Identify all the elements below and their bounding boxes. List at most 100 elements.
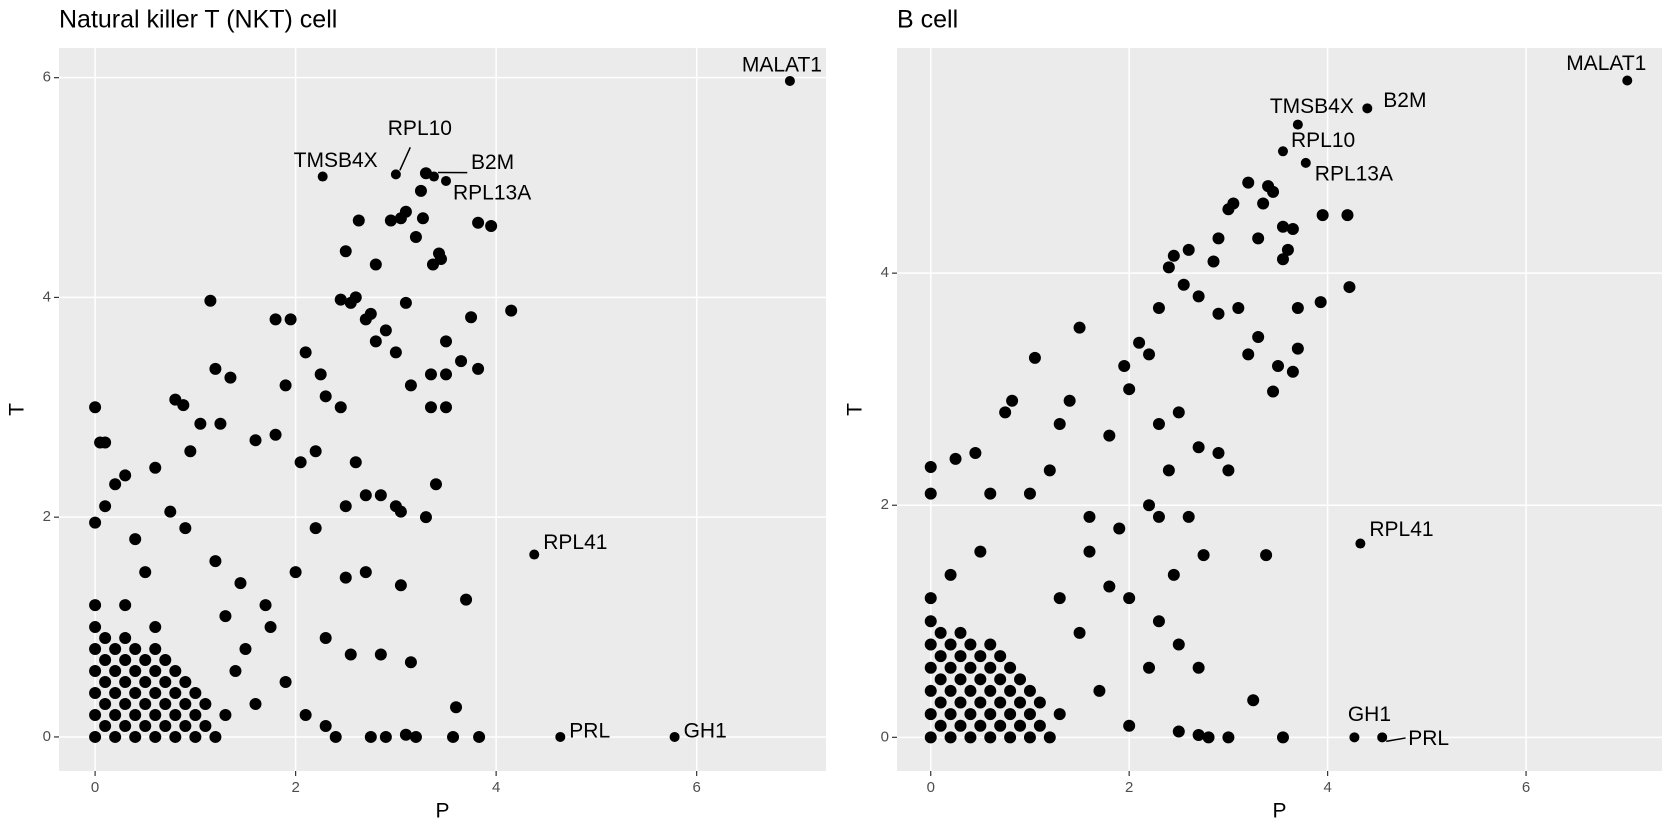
point bbox=[369, 335, 382, 348]
point bbox=[352, 214, 365, 227]
point bbox=[364, 730, 377, 743]
point bbox=[1143, 348, 1156, 361]
point bbox=[1316, 209, 1329, 222]
point bbox=[1291, 342, 1304, 355]
labeled-point bbox=[1277, 146, 1288, 157]
point bbox=[1004, 731, 1017, 744]
point bbox=[394, 505, 407, 518]
point bbox=[119, 469, 132, 482]
point bbox=[259, 599, 272, 612]
point bbox=[1267, 185, 1280, 198]
point bbox=[964, 638, 977, 651]
point bbox=[224, 371, 237, 384]
point bbox=[954, 696, 967, 709]
point bbox=[994, 696, 1007, 709]
point bbox=[1232, 301, 1245, 314]
point bbox=[99, 500, 112, 513]
x-tick-label: 2 bbox=[291, 779, 299, 796]
point bbox=[1113, 522, 1126, 535]
point bbox=[447, 730, 460, 743]
point bbox=[1152, 510, 1165, 523]
point bbox=[1172, 725, 1185, 738]
point bbox=[924, 592, 937, 605]
point bbox=[472, 216, 485, 229]
point bbox=[954, 719, 967, 732]
point bbox=[974, 545, 987, 558]
point bbox=[1202, 731, 1215, 744]
point bbox=[329, 730, 342, 743]
point bbox=[505, 304, 518, 317]
point bbox=[349, 456, 362, 469]
point bbox=[465, 311, 478, 324]
point bbox=[89, 665, 102, 678]
point bbox=[149, 686, 162, 699]
labeled-point bbox=[441, 175, 452, 186]
point bbox=[934, 650, 947, 663]
point bbox=[89, 401, 102, 414]
point bbox=[89, 686, 102, 699]
point bbox=[189, 686, 202, 699]
point bbox=[404, 379, 417, 392]
point bbox=[1014, 719, 1027, 732]
point bbox=[1182, 510, 1195, 523]
point bbox=[934, 719, 947, 732]
point bbox=[299, 346, 312, 359]
point bbox=[1152, 615, 1165, 628]
point bbox=[334, 401, 347, 414]
point bbox=[1118, 359, 1131, 372]
point bbox=[984, 638, 997, 651]
point bbox=[129, 643, 142, 656]
point bbox=[1033, 719, 1046, 732]
point bbox=[99, 436, 112, 449]
labeled-point bbox=[784, 75, 795, 86]
point bbox=[414, 184, 427, 197]
point-label: GH1 bbox=[1348, 703, 1391, 726]
point bbox=[269, 313, 282, 326]
point bbox=[1103, 429, 1116, 442]
y-tick-label: 6 bbox=[43, 69, 51, 86]
point-label: GH1 bbox=[684, 719, 727, 742]
point bbox=[944, 568, 957, 581]
point bbox=[1152, 418, 1165, 431]
point bbox=[264, 621, 277, 634]
point bbox=[429, 478, 442, 491]
point bbox=[159, 719, 172, 732]
point bbox=[1343, 281, 1356, 294]
point bbox=[1212, 307, 1225, 320]
point bbox=[199, 719, 212, 732]
point bbox=[269, 428, 282, 441]
point bbox=[455, 355, 468, 368]
y-axis-title: T bbox=[844, 403, 867, 416]
point bbox=[1053, 592, 1066, 605]
point bbox=[1212, 447, 1225, 460]
point bbox=[1023, 684, 1036, 697]
point bbox=[949, 452, 962, 465]
point bbox=[394, 579, 407, 592]
point bbox=[369, 258, 382, 271]
point bbox=[209, 730, 222, 743]
labeled-point bbox=[1622, 75, 1633, 86]
point bbox=[159, 675, 172, 688]
point bbox=[389, 346, 402, 359]
point bbox=[319, 632, 332, 645]
point bbox=[214, 417, 227, 430]
point bbox=[1162, 261, 1175, 274]
point-label: RPL10 bbox=[388, 117, 452, 140]
point bbox=[359, 489, 372, 502]
point bbox=[1252, 232, 1265, 245]
panel-title: Natural killer T (NKT) cell bbox=[59, 6, 337, 34]
point bbox=[294, 456, 307, 469]
point bbox=[99, 697, 112, 710]
point bbox=[424, 368, 437, 381]
point bbox=[964, 708, 977, 721]
point-label: TMSB4X bbox=[294, 149, 378, 172]
point bbox=[964, 684, 977, 697]
point bbox=[139, 697, 152, 710]
x-tick-label: 4 bbox=[492, 779, 500, 796]
point bbox=[169, 730, 182, 743]
labeled-point bbox=[529, 549, 540, 560]
point bbox=[440, 335, 453, 348]
point bbox=[139, 719, 152, 732]
point bbox=[189, 708, 202, 721]
point bbox=[424, 401, 437, 414]
